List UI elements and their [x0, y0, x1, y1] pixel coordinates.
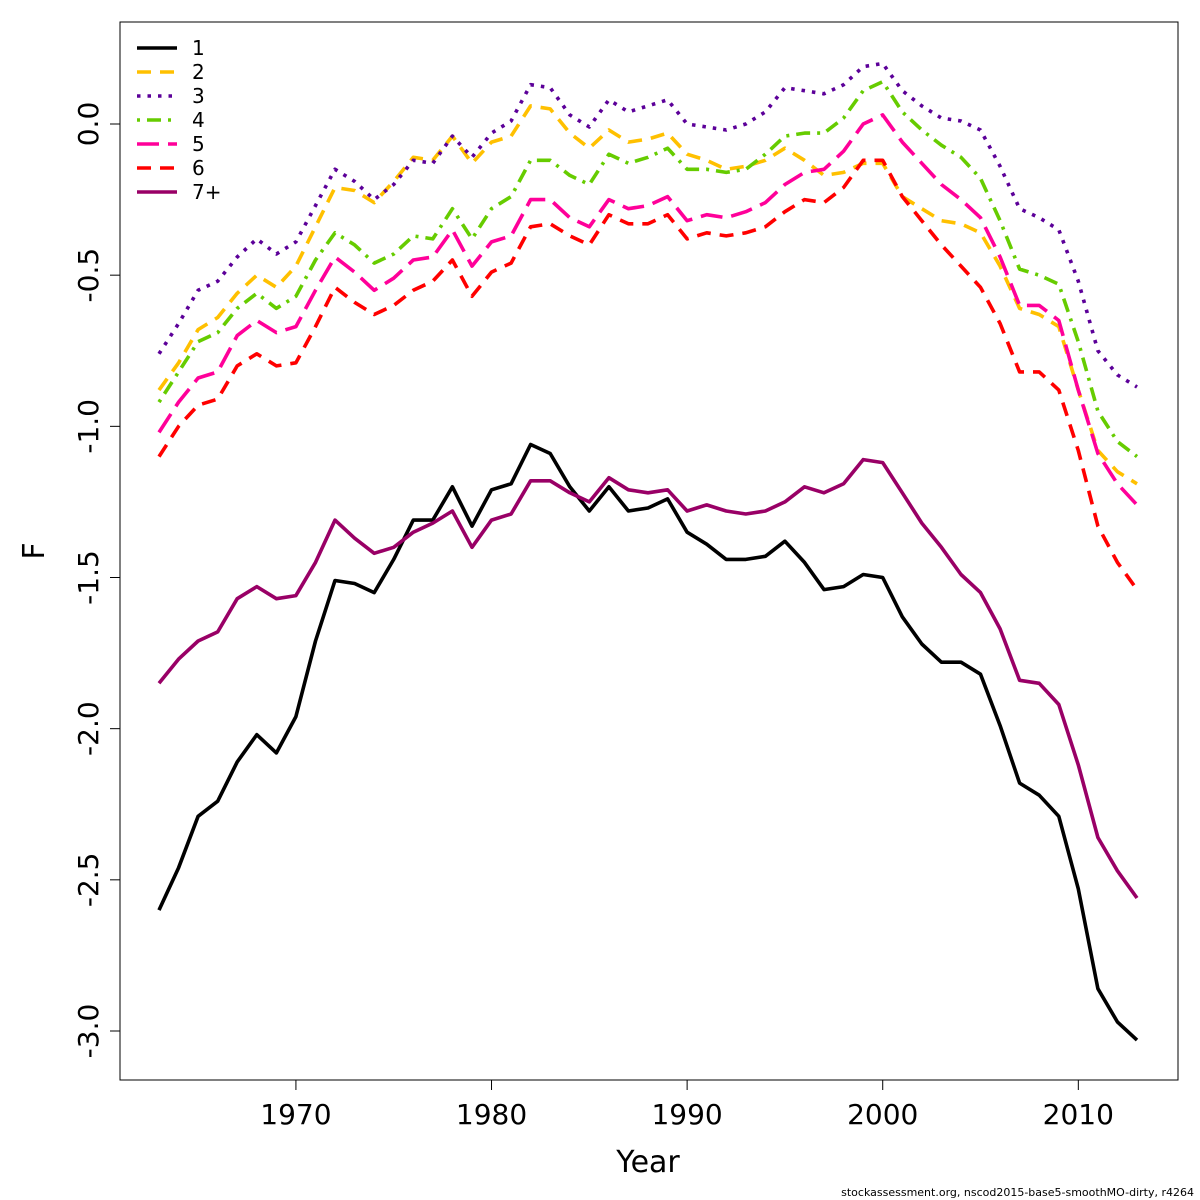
y-axis-title: F — [17, 542, 52, 559]
legend-label: 4 — [192, 108, 205, 132]
legend-label: 6 — [192, 156, 205, 180]
legend-label: 1 — [192, 36, 205, 60]
series-line-1 — [157, 442, 1139, 1042]
x-tick-label: 2000 — [847, 1098, 918, 1131]
y-tick-label: -2.5 — [72, 853, 105, 908]
plot-frame — [119, 21, 1179, 1081]
y-axis: -3.0 -2.5 -2.0 -1.5 -1.0 -0.5 0.0 — [72, 102, 120, 1059]
x-axis-title: Year — [615, 1145, 680, 1180]
x-tick-label: 1970 — [260, 1098, 331, 1131]
x-tick-label: 2010 — [1043, 1098, 1114, 1131]
series-line-7plus — [157, 457, 1139, 900]
legend-label: 5 — [192, 132, 205, 156]
legend-label: 7+ — [192, 180, 221, 204]
x-axis: 1970 1980 1990 2000 2010 — [260, 1080, 1114, 1131]
legend-label: 2 — [192, 60, 205, 84]
x-tick-label: 1990 — [651, 1098, 722, 1131]
series-line-5 — [157, 113, 1139, 507]
legend-label: 3 — [192, 84, 205, 108]
y-tick-label: -2.0 — [72, 701, 105, 756]
series-line-4 — [157, 79, 1139, 459]
series-line-6 — [157, 158, 1139, 591]
y-tick-label: -0.5 — [72, 248, 105, 303]
y-tick-label: -1.0 — [72, 399, 105, 454]
y-tick-label: 0.0 — [72, 102, 105, 147]
series-layer — [157, 61, 1139, 1042]
y-tick-label: -1.5 — [72, 550, 105, 605]
series-line-2 — [157, 104, 1138, 486]
y-tick-label: -3.0 — [72, 1004, 105, 1059]
x-tick-label: 1980 — [456, 1098, 527, 1131]
footer-note: stockassessment.org, nscod2015-base5-smo… — [841, 1186, 1194, 1199]
